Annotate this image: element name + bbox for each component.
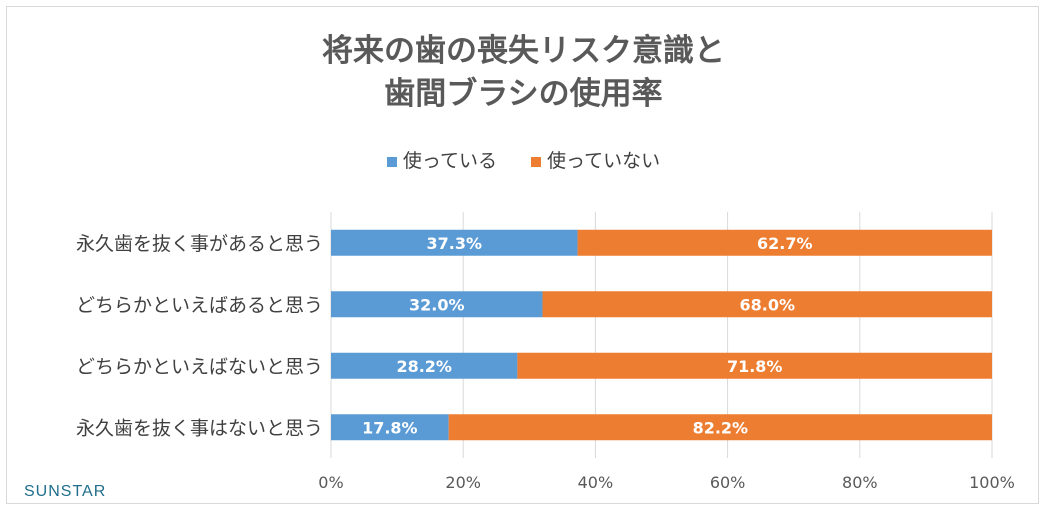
legend-item-series-1: 使っている xyxy=(386,146,497,173)
bar-1-4 xyxy=(331,414,449,441)
data-label-1-3: 28.2% xyxy=(396,357,452,376)
chart-title: 将来の歯の喪失リスク意識と 歯間ブラシの使用率 xyxy=(0,30,1047,116)
data-label-1-2: 32.0% xyxy=(409,295,465,314)
chart-title-line-2: 歯間ブラシの使用率 xyxy=(384,76,663,112)
data-label-1-1: 37.3% xyxy=(427,234,483,253)
chart-legend: 使っている 使っていない xyxy=(0,146,1047,173)
category-label-3: どちらかといえばないと思う xyxy=(76,356,323,378)
x-tick-label-3: 60% xyxy=(710,473,746,492)
legend-item-series-2: 使っていない xyxy=(531,146,660,173)
legend-label-series-1: 使っている xyxy=(402,150,497,172)
x-tick-label-4: 80% xyxy=(842,473,878,492)
legend-label-series-2: 使っていない xyxy=(547,150,661,172)
data-label-2-3: 71.8% xyxy=(727,357,783,376)
data-label-1-4: 17.8% xyxy=(362,418,418,437)
bar-1-2 xyxy=(331,291,543,318)
data-label-2-4: 82.2% xyxy=(693,418,749,437)
data-label-2-1: 62.7% xyxy=(757,234,813,253)
data-label-2-2: 68.0% xyxy=(740,295,796,314)
bar-2-3 xyxy=(517,352,992,379)
category-label-1: 永久歯を抜く事があると思う xyxy=(76,233,323,255)
bar-1-3 xyxy=(331,352,518,379)
chart-title-line-1: 将来の歯の喪失リスク意識と xyxy=(322,33,725,69)
bar-2-4 xyxy=(448,414,993,441)
legend-swatch-series-2 xyxy=(531,156,542,167)
bar-2-2 xyxy=(542,291,992,318)
category-label-2: どちらかといえばあると思う xyxy=(76,294,323,316)
brand-logo-text: SUNSTAR xyxy=(24,483,107,500)
bar-2-1 xyxy=(577,229,992,256)
x-tick-label-0: 0% xyxy=(318,473,343,492)
category-label-4: 永久歯を抜く事はないと思う xyxy=(76,417,323,439)
x-tick-label-1: 20% xyxy=(445,473,481,492)
bar-1-1 xyxy=(331,229,578,256)
x-tick-label-2: 40% xyxy=(578,473,614,492)
legend-swatch-series-1 xyxy=(386,156,397,167)
x-tick-label-5: 100% xyxy=(969,473,1015,492)
